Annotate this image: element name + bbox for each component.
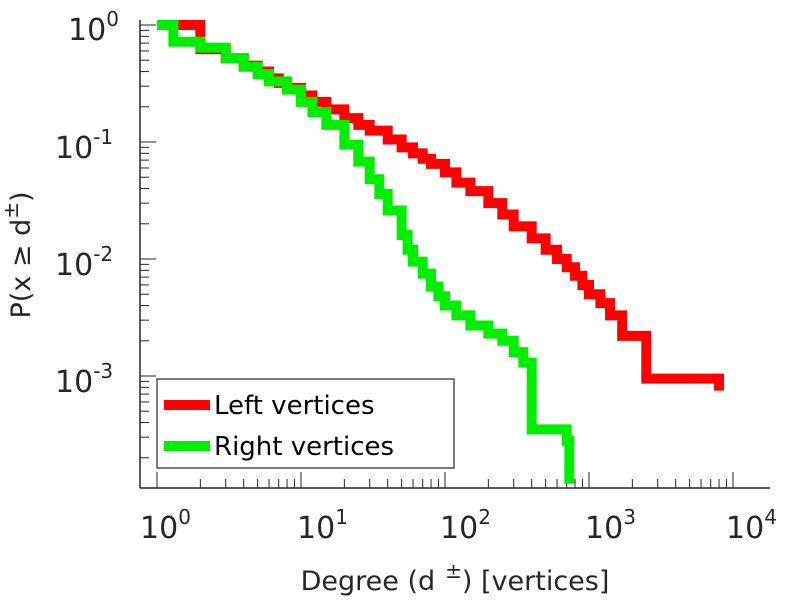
series-layer	[157, 20, 725, 484]
y-tick-label: 10-1	[55, 125, 113, 166]
axis-ticks	[140, 24, 734, 488]
x-tick-labels: 100 101 102 103 104	[140, 505, 777, 546]
x-axis-label: Degree (d ±) [vertices]	[301, 559, 610, 597]
legend-box	[156, 378, 455, 469]
y-tick-label: 100	[68, 7, 119, 48]
legend-label-left: Left vertices	[214, 391, 375, 421]
x-tick-label: 103	[585, 505, 636, 546]
x-tick-label: 102	[440, 505, 491, 546]
series-left-vertices	[157, 20, 725, 391]
legend: Left vertices Right vertices	[156, 378, 455, 469]
y-tick-labels: 100 10-1 10-2 10-3	[55, 7, 119, 400]
x-tick-label: 104	[726, 505, 777, 546]
y-tick-label: 10-2	[55, 242, 113, 283]
legend-label-right: Right vertices	[214, 432, 394, 462]
x-tick-label: 100	[140, 505, 191, 546]
y-axis-label: P(x ≥ d±)	[0, 191, 37, 318]
x-tick-label: 101	[297, 505, 348, 546]
series-right-vertices	[157, 20, 575, 484]
y-tick-label: 10-3	[55, 359, 113, 400]
